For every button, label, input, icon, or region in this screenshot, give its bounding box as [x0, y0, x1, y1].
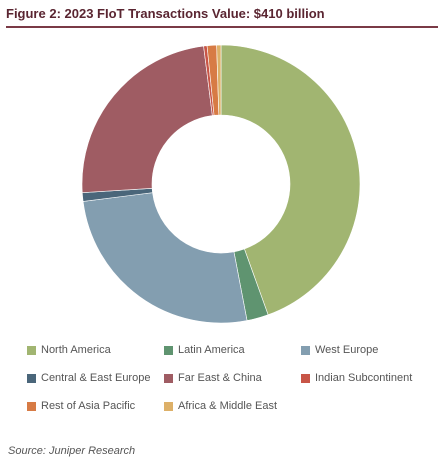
legend-label: Central & East Europe: [41, 372, 151, 384]
legend-item-west-europe: West Europe: [301, 343, 437, 357]
legend-swatch: [27, 401, 36, 411]
legend-item-north-america: North America: [27, 343, 164, 357]
slice-north-america: [220, 44, 361, 316]
legend-swatch: [301, 345, 310, 355]
legend-swatch: [164, 373, 173, 383]
legend-label: West Europe: [315, 344, 379, 356]
legend-label: Africa & Middle East: [178, 400, 278, 412]
legend-label: Latin America: [178, 344, 245, 356]
slice-africa-middle-east: [216, 44, 222, 116]
legend-label: Indian Subcontinent: [315, 372, 413, 384]
slice-far-east-china: [81, 45, 213, 194]
legend-item-rest-of-asia-pacific: Rest of Asia Pacific: [27, 399, 164, 413]
legend-item-latin-america: Latin America: [164, 343, 301, 357]
chart-legend: North America Latin America West Europe Cen…: [27, 343, 437, 413]
legend-swatch: [27, 345, 36, 355]
title-divider: [6, 26, 438, 28]
legend-swatch: [301, 373, 310, 383]
legend-item-indian-subcontinent: Indian Subcontinent: [301, 371, 437, 385]
legend-item-far-east-china: Far East & China: [164, 371, 301, 385]
legend-swatch: [27, 373, 36, 383]
source-note: Source: Juniper Research: [8, 445, 136, 457]
donut-chart: [81, 44, 361, 324]
legend-swatch: [164, 401, 173, 411]
legend-item-africa-middle-east: Africa & Middle East: [164, 399, 301, 413]
slice-west-europe: [82, 192, 248, 324]
legend-item-central-east-europe: Central & East Europe: [27, 371, 164, 385]
legend-label: Far East & China: [178, 372, 262, 384]
legend-label: North America: [41, 344, 111, 356]
legend-swatch: [164, 345, 173, 355]
figure-title: Figure 2: 2023 FIoT Transactions Value: …: [6, 6, 325, 21]
legend-label: Rest of Asia Pacific: [41, 400, 136, 412]
